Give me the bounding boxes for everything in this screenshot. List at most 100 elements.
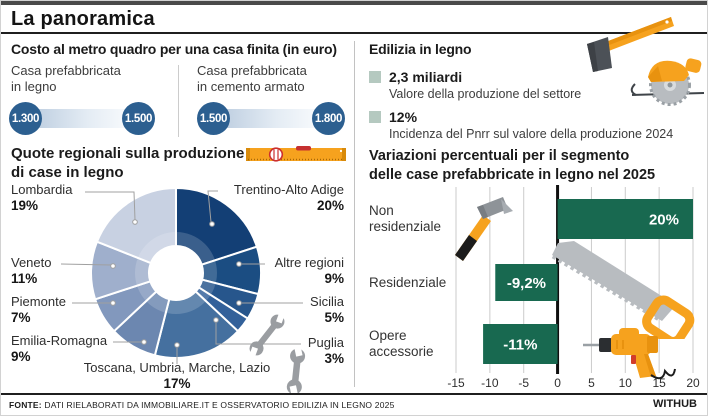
cost-item-legno-label: Casa prefabbricata in legno [11, 63, 121, 95]
bar-section-title: Variazioni percentuali per il segmento d… [369, 147, 699, 185]
footer-divider [1, 393, 707, 395]
donut-label-name: Puglia [307, 335, 344, 350]
donut-title-line2: di case in legno [11, 164, 124, 181]
top-dark-bar [1, 1, 707, 5]
cost-range-cemento-min: 1.500 [197, 102, 230, 135]
stat-miliardi-value: 2,3 miliardi [389, 69, 463, 85]
x-tick-label: -15 [447, 376, 465, 390]
bar-chart: -15 -10 -5 0 5 10 15 20 20% -9,2% -11% [447, 185, 700, 390]
donut-label-lombardia: Lombardia 19% [11, 182, 72, 213]
page-title: La panoramica [11, 8, 155, 30]
bar-value-label: 20% [649, 212, 679, 229]
x-tick-label: -5 [518, 376, 529, 390]
edilizia-section-title: Edilizia in legno [369, 41, 472, 57]
cost-sub-divider [178, 65, 179, 137]
stat-pnrr-desc: Incidenza del Pnrr sul valore della prod… [389, 127, 674, 141]
cost-range-legno-min: 1.300 [9, 102, 42, 135]
hammer-icon [455, 197, 513, 261]
bar-category-line: residenziale [369, 219, 442, 234]
donut-label-name: Piemonte [11, 294, 66, 309]
donut-inner-ring [135, 232, 217, 314]
x-tick-label: 20 [686, 376, 700, 390]
source-label: FONTE: [9, 400, 42, 410]
spirit-level-icon [246, 146, 346, 162]
bar-category-non-residenziale: Non residenziale [369, 203, 441, 235]
legend-square-icon [369, 71, 381, 83]
donut-label-pct: 17% [163, 375, 191, 391]
donut-title-line1: Quote regionali sulla produzione [11, 145, 245, 162]
leader-dot [141, 339, 147, 345]
bar-category-line: Non [369, 203, 394, 218]
leader-line [207, 190, 218, 223]
axe-icon [587, 17, 674, 72]
donut-label-name: Altre regioni [274, 255, 344, 270]
stat-pnrr: 12% [369, 109, 417, 125]
donut-label-veneto: Veneto 11% [11, 255, 52, 286]
cost-item-cemento-label-line1: Casa prefabbricata [197, 63, 307, 78]
donut-slice [153, 290, 239, 359]
cost-range-cemento: 1.500 1.800 [197, 101, 345, 136]
leader-line [215, 323, 301, 345]
donut-label-pct: 19% [11, 197, 39, 213]
donut-label-piemonte: Piemonte 7% [11, 294, 66, 325]
leader-dot [213, 317, 219, 323]
wrench-small-icon [249, 312, 285, 358]
leader-dot [236, 261, 242, 267]
source-note: FONTE: DATI RIELABORATI DA IMMOBILIARE.I… [9, 400, 395, 410]
bar-title-line2: delle case prefabbricate in legno nel 20… [369, 167, 656, 183]
bar-category-line: Residenziale [369, 274, 447, 290]
donut-label-name: Sicilia [310, 294, 344, 309]
donut-label-trentino-alto-adige: Trentino-Alto Adige 20% [234, 182, 344, 213]
x-tick-label: -10 [481, 376, 499, 390]
leader-line [85, 191, 136, 221]
leader-line [60, 263, 112, 266]
cost-range-legno-max: 1.500 [122, 102, 155, 135]
donut-label-toscana-umbria-marche-lazio: Toscana, Umbria, Marche, Lazio 17% [84, 360, 270, 391]
bar-category-residenziale: Residenziale [369, 275, 446, 291]
stat-pnrr-value: 12% [389, 109, 418, 125]
cost-item-legno-label-line1: Casa prefabbricata [11, 63, 121, 78]
bar-opere-accessorie [483, 324, 558, 364]
x-tick-label: 10 [619, 376, 633, 390]
bar-value-label: -9,2% [507, 275, 546, 292]
handsaw-icon [551, 241, 695, 339]
donut-label-name: Trentino-Alto Adige [233, 182, 344, 197]
stat-miliardi-desc: Valore della produzione del settore [389, 87, 582, 101]
donut-label-pct: 20% [316, 197, 344, 213]
cost-item-legno-label-line2: in legno [11, 79, 57, 94]
donut-label-pct: 9% [324, 270, 344, 286]
bar-title-line1: Variazioni percentuali per il segmento [369, 148, 630, 164]
donut-label-name: Emilia-Romagna [11, 333, 108, 348]
header-divider [1, 32, 707, 34]
donut-label-name: Veneto [11, 255, 52, 270]
cost-range-cemento-max: 1.800 [312, 102, 345, 135]
bar-category-line: accessorie [369, 344, 434, 359]
donut-chart [60, 187, 303, 364]
leader-dot [132, 219, 138, 225]
donut-label-pct: 11% [11, 270, 38, 286]
drill-icon [583, 328, 676, 380]
cost-item-cemento-label: Casa prefabbricata in cemento armato [197, 63, 307, 95]
brand-logo: WITHUB [653, 398, 697, 410]
leader-dot [209, 221, 215, 227]
leader-dot [236, 300, 242, 306]
bar-category-line: Opere [369, 328, 407, 343]
donut-label-sicilia: Sicilia 5% [310, 294, 344, 325]
donut-label-pct: 5% [324, 309, 344, 325]
cost-range-legno: 1.300 1.500 [9, 101, 155, 136]
stat-miliardi: 2,3 miliardi [369, 69, 462, 85]
donut-label-emilia-romagna: Emilia-Romagna 9% [11, 333, 107, 364]
donut-label-pct: 7% [11, 309, 31, 325]
x-tick-label: 15 [652, 376, 666, 390]
x-tick-label: 5 [588, 376, 595, 390]
donut-slice [95, 187, 177, 265]
cost-range-legno-track [24, 109, 140, 128]
vertical-divider-main [354, 41, 355, 387]
donut-label-name: Lombardia [11, 182, 73, 197]
x-tick-label: 0 [554, 376, 561, 390]
donut-slice [175, 187, 258, 266]
cost-range-cemento-track [212, 109, 330, 128]
bar-category-opere-accessorie: Opere accessorie [369, 328, 434, 360]
bar-non-residenziale [557, 199, 693, 239]
